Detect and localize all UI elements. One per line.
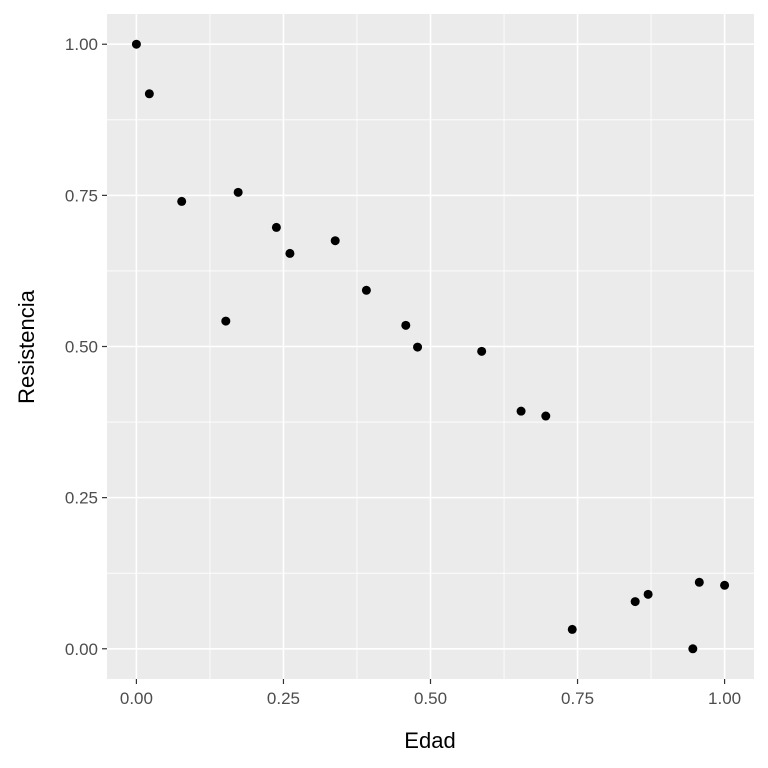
y-tick-label: 0.00 bbox=[65, 640, 98, 659]
x-axis-title: Edad bbox=[404, 728, 455, 753]
data-point bbox=[131, 39, 141, 49]
data-point bbox=[516, 406, 526, 416]
x-axis: 0.00 0.25 0.50 0.75 1.00 bbox=[120, 679, 741, 708]
data-point bbox=[361, 285, 371, 295]
x-tick-label: 0.00 bbox=[120, 689, 153, 708]
data-point bbox=[643, 589, 653, 599]
data-point bbox=[233, 187, 243, 197]
y-axis: 0.00 0.25 0.50 0.75 1.00 bbox=[65, 35, 107, 659]
x-tick-label: 0.25 bbox=[267, 689, 300, 708]
data-point bbox=[271, 222, 281, 232]
data-point bbox=[630, 597, 640, 607]
data-point bbox=[720, 580, 730, 590]
data-point bbox=[541, 411, 551, 421]
data-point bbox=[567, 624, 577, 634]
x-tick-label: 1.00 bbox=[708, 689, 741, 708]
data-point bbox=[413, 342, 423, 352]
y-tick-label: 0.50 bbox=[65, 338, 98, 357]
data-point bbox=[177, 196, 187, 206]
data-point bbox=[221, 316, 231, 326]
y-tick-label: 0.25 bbox=[65, 489, 98, 508]
data-point bbox=[477, 346, 487, 356]
data-point bbox=[694, 577, 704, 587]
data-point bbox=[285, 248, 295, 258]
major-gridlines bbox=[107, 14, 754, 679]
y-tick-label: 0.75 bbox=[65, 186, 98, 205]
y-tick-label: 1.00 bbox=[65, 35, 98, 54]
x-tick-label: 0.75 bbox=[561, 689, 594, 708]
data-point bbox=[688, 644, 698, 654]
data-points bbox=[131, 39, 730, 654]
data-point bbox=[330, 236, 340, 246]
x-tick-label: 0.50 bbox=[414, 689, 447, 708]
data-point bbox=[401, 320, 411, 330]
data-point bbox=[144, 89, 154, 99]
y-axis-title: Resistencia bbox=[14, 289, 39, 403]
